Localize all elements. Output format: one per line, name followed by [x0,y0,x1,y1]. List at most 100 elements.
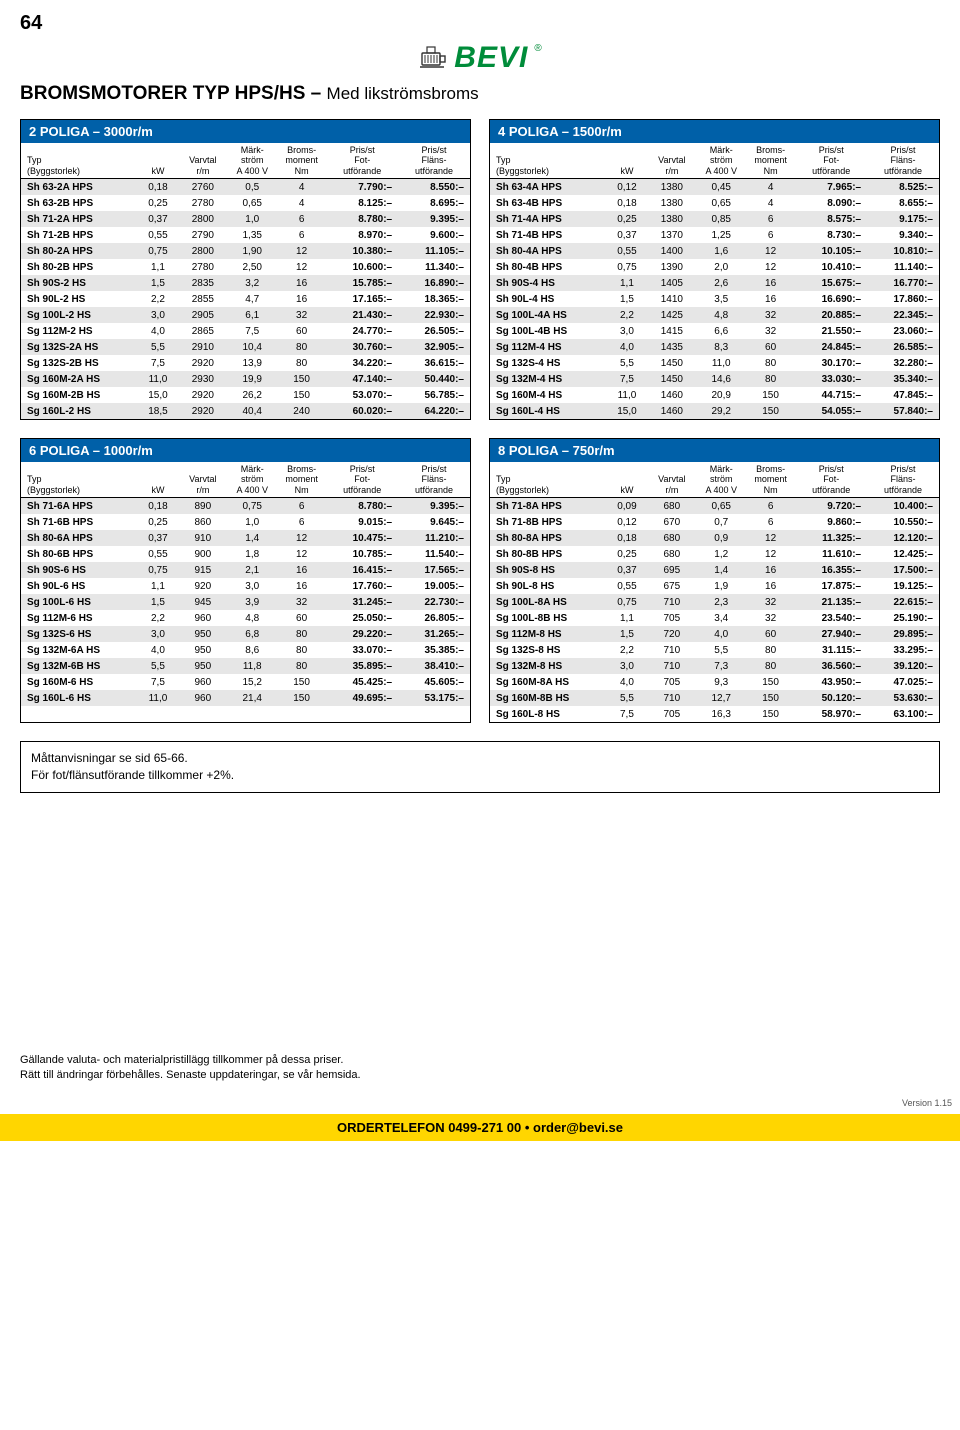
note-line-1: Måttanvisningar se sid 65-66. [31,750,929,767]
cell-flans-price: 17.565:– [398,562,470,578]
cell-varvtal: 2760 [178,179,227,196]
data-table: Typ(Byggstorlek)kWVarvtalr/mMärk-strömA … [21,462,470,706]
cell-fot-price: 10.785:– [326,546,398,562]
cell-flans-price: 10.550:– [867,514,939,530]
cell-markstrom: 3,9 [228,594,277,610]
cell-fot-price: 25.050:– [326,610,398,626]
table-row: Sg 160M-2B HS15,0292026,215053.070:–56.7… [21,387,470,403]
cell-fot-price: 10.410:– [795,259,867,275]
cell-varvtal: 950 [178,626,227,642]
cell-bromsmoment: 60 [746,626,795,642]
col-kw: kW [138,462,178,498]
cell-markstrom: 0,7 [697,514,746,530]
cell-fot-price: 21.550:– [795,323,867,339]
cell-varvtal: 2800 [178,211,227,227]
cell-bromsmoment: 16 [277,562,326,578]
cell-fot-price: 50.120:– [795,690,867,706]
cell-bromsmoment: 12 [746,530,795,546]
cell-kw: 0,18 [138,498,178,515]
col-flans: Pris/stFläns-utförande [398,143,470,179]
cell-markstrom: 2,50 [228,259,277,275]
cell-flans-price: 11.105:– [398,243,470,259]
cell-typ: Sg 160M-2B HS [21,387,138,403]
cell-markstrom: 1,9 [697,578,746,594]
cell-bromsmoment: 6 [277,498,326,515]
cell-varvtal: 2910 [178,339,227,355]
cell-varvtal: 1450 [647,355,696,371]
table-row: Sh 90S-6 HS0,759152,11616.415:–17.565:– [21,562,470,578]
cell-varvtal: 945 [178,594,227,610]
table-row: Sg 100L-6 HS1,59453,93231.245:–22.730:– [21,594,470,610]
cell-typ: Sg 100L-8B HS [490,610,607,626]
table-row: Sg 160M-2A HS11,0293019,915047.140:–50.4… [21,371,470,387]
table-row: Sh 71-8A HPS0,096800,6569.720:–10.400:– [490,498,939,515]
motor-icon [418,45,448,71]
cell-kw: 2,2 [607,642,647,658]
cell-varvtal: 710 [647,690,696,706]
cell-fot-price: 8.970:– [326,227,398,243]
cell-flans-price: 35.385:– [398,642,470,658]
dimension-note: Måttanvisningar se sid 65-66. För fot/fl… [20,741,940,793]
cell-bromsmoment: 150 [746,690,795,706]
data-table: Typ(Byggstorlek)kWVarvtalr/mMärk-strömA … [21,143,470,419]
table-row: Sg 100L-8A HS0,757102,33221.135:–22.615:… [490,594,939,610]
cell-bromsmoment: 12 [746,259,795,275]
col-varvtal: Varvtalr/m [647,143,696,179]
cell-flans-price: 57.840:– [867,403,939,419]
cell-typ: Sh 71-6B HPS [21,514,138,530]
cell-markstrom: 0,45 [697,179,746,196]
cell-fot-price: 15.785:– [326,275,398,291]
cell-bromsmoment: 12 [277,259,326,275]
col-typ: Typ(Byggstorlek) [21,462,138,498]
cell-flans-price: 11.540:– [398,546,470,562]
table-heading: 2 POLIGA – 3000r/m [21,120,470,143]
col-varvtal: Varvtalr/m [178,143,227,179]
table-6poliga: 6 POLIGA – 1000r/mTyp(Byggstorlek)kWVarv… [20,438,471,723]
table-row: Sh 80-8A HPS0,186800,91211.325:–12.120:– [490,530,939,546]
cell-fot-price: 58.970:– [795,706,867,722]
cell-fot-price: 7.790:– [326,179,398,196]
cell-fot-price: 31.245:– [326,594,398,610]
cell-kw: 7,5 [607,371,647,387]
cell-varvtal: 680 [647,530,696,546]
cell-bromsmoment: 80 [277,355,326,371]
cell-flans-price: 56.785:– [398,387,470,403]
logo-text: BEVI [454,41,528,75]
table-row: Sh 90S-2 HS1,528353,21615.785:–16.890:– [21,275,470,291]
cell-bromsmoment: 80 [277,642,326,658]
cell-varvtal: 1380 [647,195,696,211]
cell-kw: 0,55 [607,243,647,259]
cell-varvtal: 710 [647,594,696,610]
cell-fot-price: 30.760:– [326,339,398,355]
data-table: Typ(Byggstorlek)kWVarvtalr/mMärk-strömA … [490,143,939,419]
cell-typ: Sg 112M-2 HS [21,323,138,339]
cell-bromsmoment: 16 [277,275,326,291]
cell-varvtal: 960 [178,610,227,626]
cell-bromsmoment: 80 [277,658,326,674]
cell-kw: 7,5 [138,674,178,690]
table-row: Sg 112M-4 HS4,014358,36024.845:–26.585:– [490,339,939,355]
cell-typ: Sg 100L-6 HS [21,594,138,610]
cell-typ: Sh 80-4B HPS [490,259,607,275]
cell-bromsmoment: 150 [746,403,795,419]
table-2poliga: 2 POLIGA – 3000r/mTyp(Byggstorlek)kWVarv… [20,119,471,420]
page-number: 64 [20,12,940,35]
cell-markstrom: 1,25 [697,227,746,243]
cell-kw: 2,2 [138,610,178,626]
cell-fot-price: 21.135:– [795,594,867,610]
cell-markstrom: 1,0 [228,211,277,227]
cell-fot-price: 7.965:– [795,179,867,196]
table-row: Sg 160L-6 HS11,096021,415049.695:–53.175… [21,690,470,706]
cell-kw: 1,5 [607,291,647,307]
cell-markstrom: 0,85 [697,211,746,227]
table-row: Sh 80-2A HPS0,7528001,901210.380:–11.105… [21,243,470,259]
cell-bromsmoment: 60 [277,323,326,339]
cell-bromsmoment: 32 [746,323,795,339]
cell-flans-price: 53.175:– [398,690,470,706]
cell-bromsmoment: 16 [277,291,326,307]
cell-varvtal: 2865 [178,323,227,339]
cell-flans-price: 19.005:– [398,578,470,594]
cell-markstrom: 1,8 [228,546,277,562]
cell-typ: Sh 71-6A HPS [21,498,138,515]
table-row: Sg 100L-4B HS3,014156,63221.550:–23.060:… [490,323,939,339]
